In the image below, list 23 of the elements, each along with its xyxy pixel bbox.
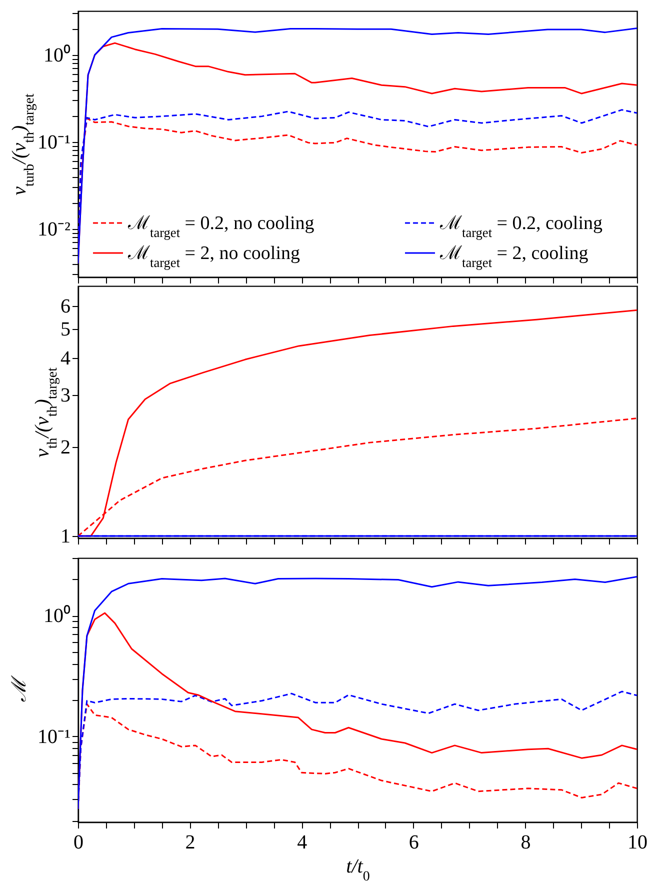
y-tick-label: 6: [60, 295, 70, 318]
x-tick-label: 10: [628, 832, 648, 854]
x-tick-label: 2: [185, 832, 196, 854]
y-tick-label: 2: [60, 436, 70, 458]
y-tick-label: 1: [60, 526, 70, 548]
x-tick-label: 6: [408, 832, 419, 854]
y-tick-label: 3: [60, 384, 70, 406]
y-axis-title: ℳ: [8, 675, 31, 702]
y-tick-label: 10⁰: [44, 604, 70, 628]
y-tick-label: 10⁻²: [38, 218, 70, 240]
y-tick-label: 5: [60, 318, 70, 341]
x-tick-label: 0: [74, 832, 84, 854]
legend-label: ℳ$_{target}$ = 2, no cooling: [127, 243, 300, 270]
y-tick-label: 4: [60, 347, 70, 370]
x-tick-label: 8: [520, 832, 531, 854]
legend-label: ℳ$_{target}$ = 0.2, no cooling: [127, 213, 315, 240]
legend-label: ℳ$_{target}$ = 0.2, cooling: [439, 213, 603, 240]
x-axis-title: t/t$_{0}$: [346, 856, 370, 884]
y-tick-label: 10⁰: [44, 43, 70, 66]
y-tick-label: 10⁻¹: [38, 131, 70, 154]
x-tick-label: 4: [297, 832, 308, 854]
legend-label: ℳ$_{target}$ = 2, cooling: [439, 243, 589, 270]
y-tick-label: 10⁻¹: [38, 726, 70, 748]
